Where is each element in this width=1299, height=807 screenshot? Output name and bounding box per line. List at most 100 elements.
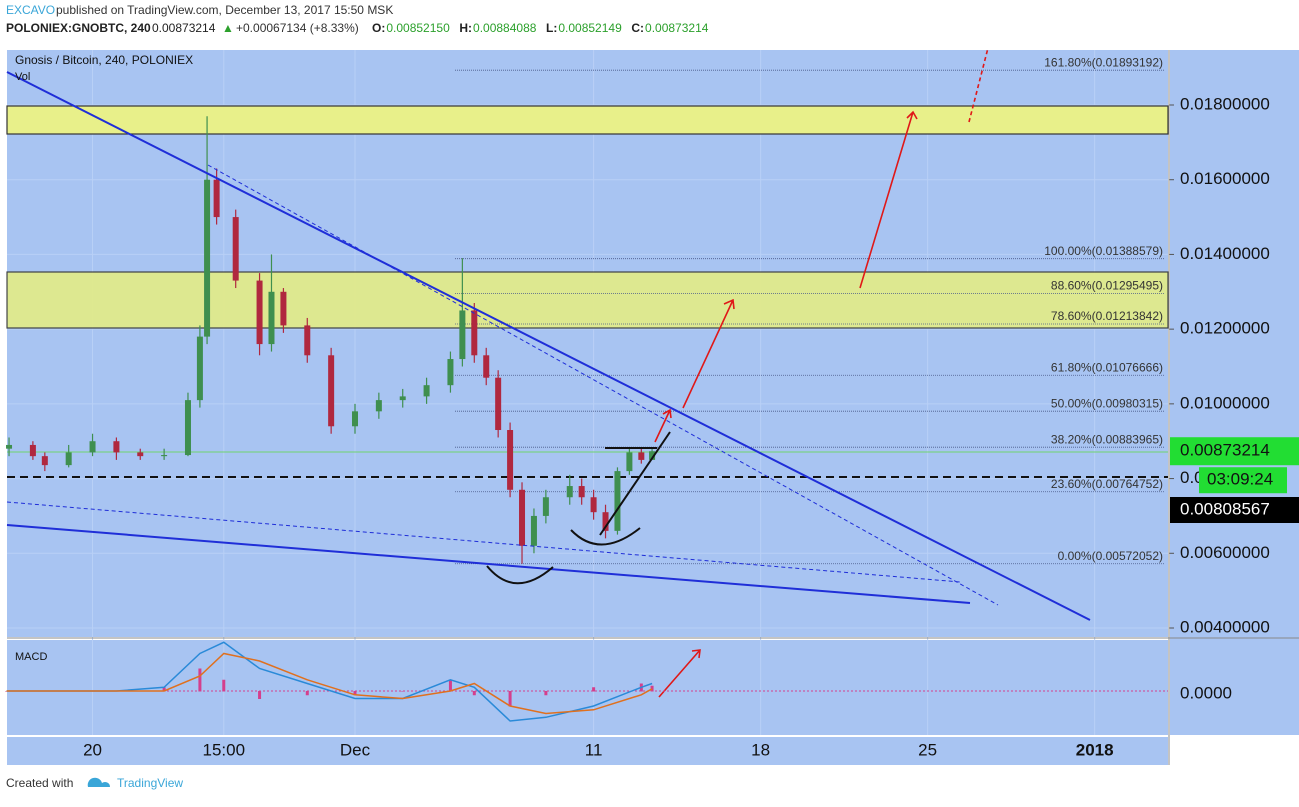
- fib-label: 23.60%(0.00764752): [1051, 477, 1163, 491]
- brand[interactable]: TradingView: [117, 776, 183, 790]
- candle-body: [65, 452, 72, 466]
- candle-body: [89, 441, 96, 453]
- trend-line: [6, 71, 1091, 621]
- cursor-badge: [1170, 497, 1299, 523]
- ohlc-value: 0.00852149: [558, 21, 622, 35]
- candle-body: [471, 310, 478, 356]
- trend-line: [6, 501, 961, 583]
- candle-body: [507, 430, 514, 490]
- x-tick-label: 18: [751, 740, 770, 759]
- macd-histogram: [508, 691, 512, 707]
- macd-histogram: [401, 691, 405, 692]
- ohlc-key: L:: [546, 21, 557, 35]
- price-axis: [1170, 50, 1299, 735]
- change-arrow: ▲: [222, 21, 234, 35]
- candle-body: [602, 512, 609, 531]
- x-tick-label: 2018: [1076, 740, 1114, 759]
- x-tick-label: 20: [83, 740, 102, 759]
- price-badge: [1170, 437, 1299, 466]
- fib-label: 38.20%(0.00883965): [1051, 432, 1163, 446]
- candle-body: [213, 179, 220, 218]
- candle-body: [280, 291, 287, 326]
- y-tick-label: 0.01000000: [1180, 393, 1270, 412]
- time-axis: [7, 737, 1168, 765]
- created-with: Created with: [6, 776, 73, 790]
- author[interactable]: EXCAVO: [6, 3, 55, 17]
- candle-body: [447, 359, 454, 386]
- macd-histogram: [472, 691, 476, 696]
- macd-histogram: [258, 691, 262, 699]
- candle-body: [459, 310, 466, 360]
- vol-label: Vol: [15, 71, 30, 83]
- candle-body: [6, 444, 13, 449]
- price-badge-label: 0.00873214: [1180, 441, 1270, 460]
- ohlc-value: 0.00852150: [386, 21, 450, 35]
- candle-body: [542, 497, 549, 516]
- candle-body: [41, 456, 48, 466]
- price-pane: [7, 50, 1168, 637]
- candle-body: [137, 452, 144, 457]
- resistance-zone: [6, 271, 1169, 329]
- timer: 03:09:24: [1207, 470, 1273, 489]
- trend-line: [207, 164, 999, 606]
- macd-histogram: [448, 679, 452, 692]
- x-tick-label: Dec: [340, 740, 371, 759]
- candle-body: [375, 400, 382, 412]
- trend-line: [6, 524, 971, 604]
- wedge: [599, 431, 671, 536]
- macd-histogram: [592, 687, 596, 692]
- y-tick-label: 0.0: [1180, 468, 1204, 487]
- candle-body: [578, 486, 585, 498]
- candle-body: [256, 280, 263, 345]
- published: published on TradingView.com, December 1…: [56, 3, 393, 17]
- macd-histogram: [544, 691, 548, 696]
- candle-body: [638, 452, 645, 460]
- change: +0.00067134 (+8.33%): [236, 21, 359, 35]
- y-tick-label: 0.01200000: [1180, 319, 1270, 338]
- macd-histogram: [650, 685, 654, 692]
- x-tick-label: 11: [585, 740, 603, 759]
- candle-body: [204, 179, 211, 337]
- macd-pane: [7, 640, 1168, 735]
- x-tick-label: 25: [918, 740, 937, 759]
- fib-label: 78.60%(0.01213842): [1051, 309, 1163, 323]
- y-tick-label: 0.01400000: [1180, 244, 1270, 263]
- candle-body: [399, 396, 406, 401]
- symbol: POLONIEX:GNOBTC, 240: [6, 21, 151, 35]
- candle-body: [423, 385, 430, 397]
- candle-body: [232, 217, 239, 281]
- candle-body: [161, 455, 168, 457]
- candle-body: [590, 497, 597, 513]
- macd-histogram: [305, 691, 309, 696]
- resistance-zone: [6, 105, 1169, 135]
- fib-label: 88.60%(0.01295495): [1051, 279, 1163, 293]
- candle-body: [328, 355, 335, 427]
- macd-tick-label: 0.0000: [1180, 683, 1232, 702]
- timer-badge: [1199, 467, 1287, 494]
- arrows: [654, 47, 989, 698]
- macd-label: MACD: [15, 651, 47, 663]
- ohlc-value: 0.00873214: [645, 21, 709, 35]
- macd-histogram: [222, 679, 226, 692]
- fib-label: 100.00%(0.01388579): [1044, 244, 1163, 258]
- ohlc-value: 0.00884088: [473, 21, 537, 35]
- candle-body: [614, 471, 621, 531]
- candle-body: [519, 489, 526, 546]
- candle-body: [113, 441, 120, 453]
- ohlc-key: C:: [631, 21, 644, 35]
- ohlc-key: H:: [459, 21, 472, 35]
- candle-body: [566, 486, 573, 498]
- candle-body: [649, 451, 656, 460]
- candle-body: [196, 336, 203, 401]
- last-price: 0.00873214: [152, 21, 216, 35]
- y-tick-label: 0.01800000: [1180, 94, 1270, 113]
- y-tick-label: 0.00400000: [1180, 617, 1270, 636]
- candle-body: [29, 444, 36, 457]
- candle-body: [304, 325, 311, 356]
- chart-title: Gnosis / Bitcoin, 240, POLONIEX: [15, 53, 193, 67]
- candle-body: [626, 452, 633, 472]
- ohlc-key: O:: [372, 21, 385, 35]
- fib-label: 61.80%(0.01076666): [1051, 360, 1163, 374]
- candle-body: [530, 515, 537, 546]
